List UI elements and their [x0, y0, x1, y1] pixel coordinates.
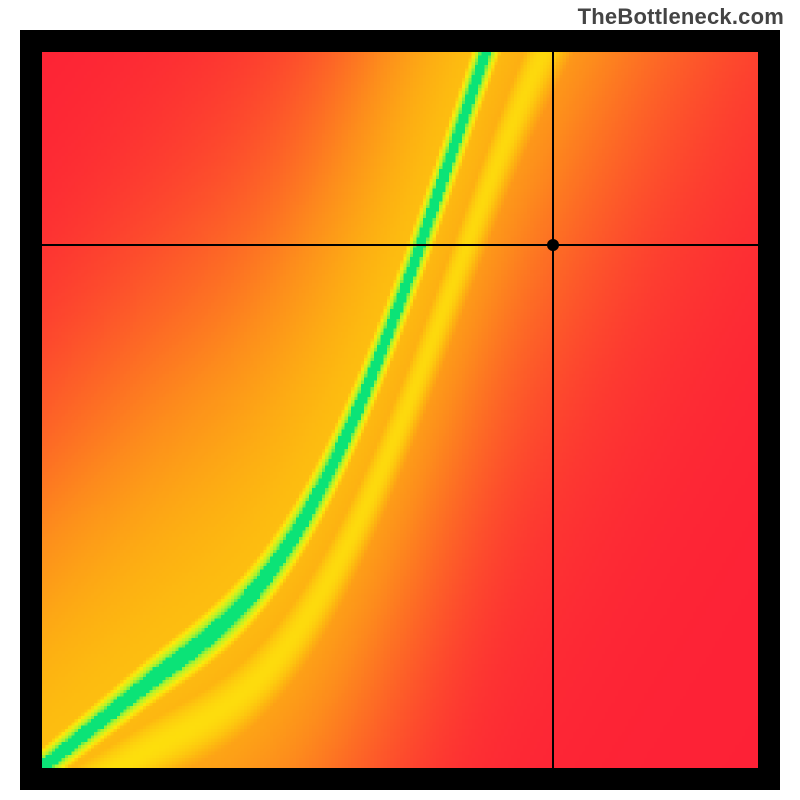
watermark-text: TheBottleneck.com — [578, 4, 784, 30]
crosshair-marker — [547, 239, 559, 251]
bottleneck-heatmap — [42, 52, 758, 768]
plot-frame — [20, 30, 780, 790]
chart-container: TheBottleneck.com — [0, 0, 800, 800]
crosshair-vertical — [552, 52, 554, 768]
crosshair-horizontal — [42, 244, 758, 246]
